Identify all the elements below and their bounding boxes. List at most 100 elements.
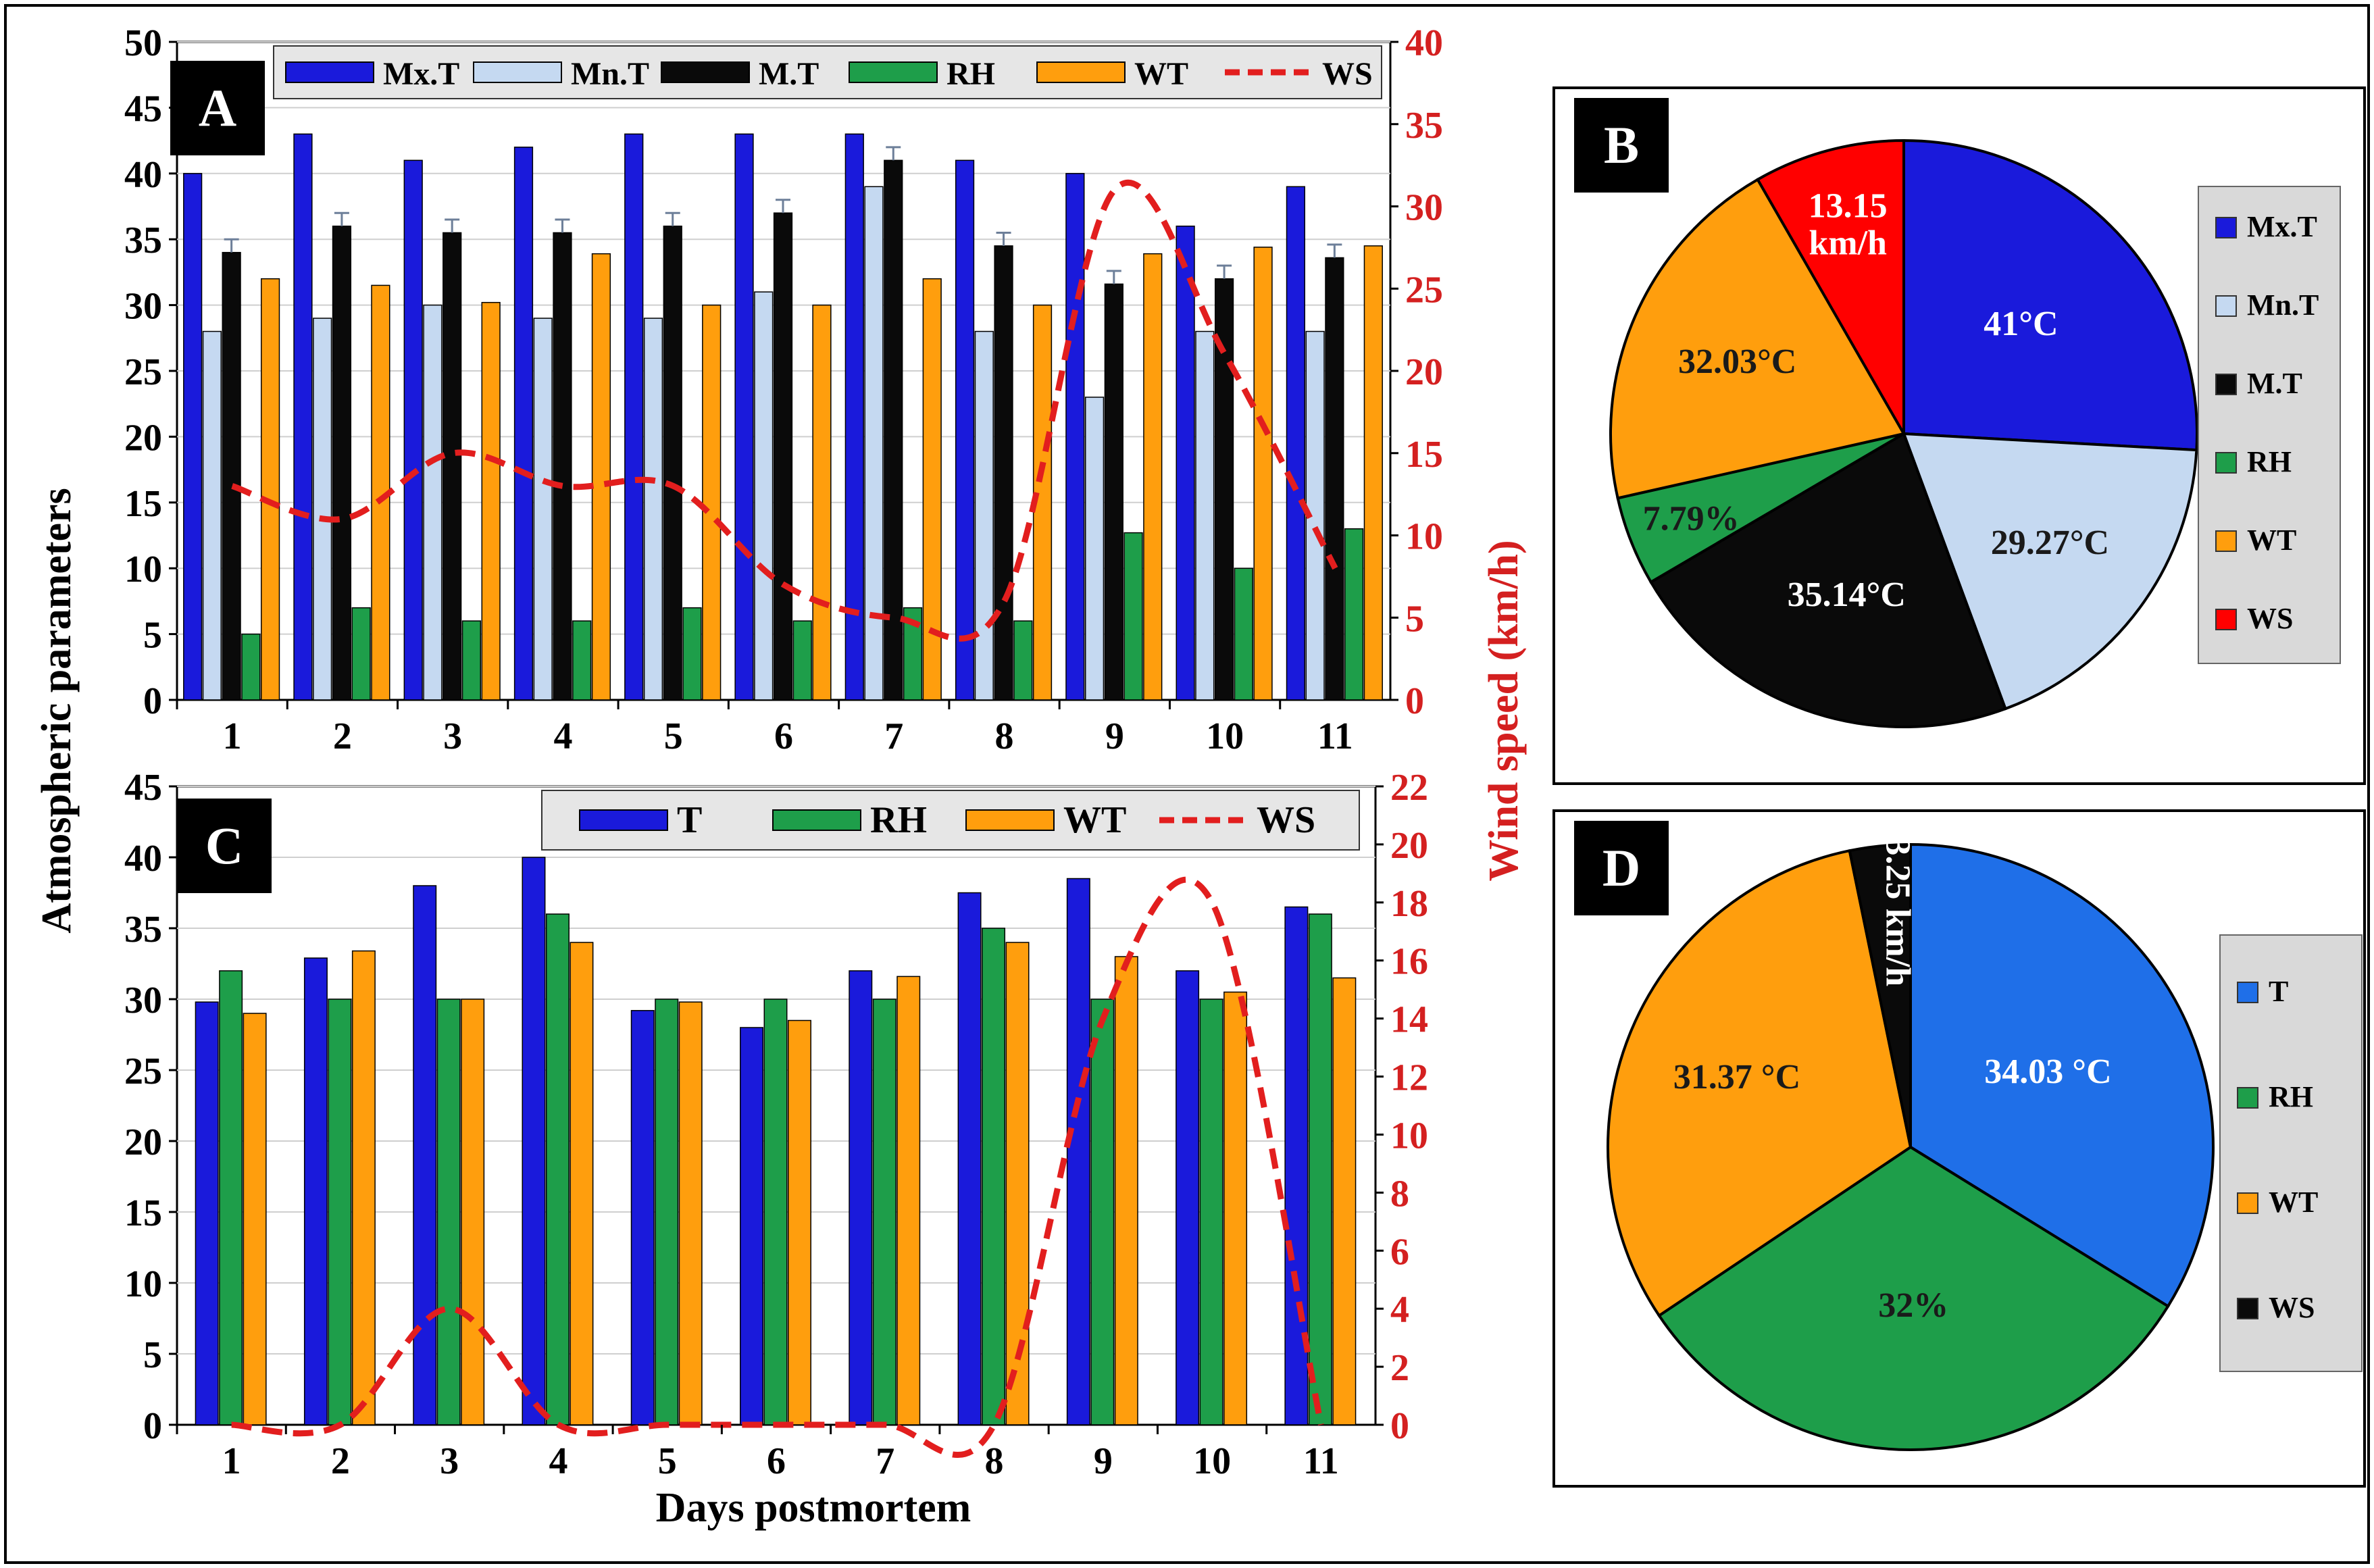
y2-tick-label: 35 (1405, 105, 1443, 147)
y-tick-label: 30 (124, 286, 162, 328)
bar-mxt-day-6 (734, 133, 754, 701)
bar-wt-day-9 (1114, 956, 1138, 1425)
y2-tick-label: 15 (1405, 434, 1443, 476)
y-tick-label: 5 (143, 1334, 162, 1376)
legend-swatch-mt (661, 61, 750, 83)
legend-swatch-rh (2215, 452, 2237, 474)
bar-mxt-day-2 (293, 133, 313, 701)
y2-tick-label: 0 (1405, 680, 1424, 722)
x-tick-label: 3 (443, 715, 462, 757)
x-tick-label: 11 (1317, 715, 1353, 757)
y-tick-label: 15 (124, 483, 162, 525)
y2-tick-label: 5 (1405, 598, 1424, 640)
legend-label: RH (946, 56, 995, 92)
y-tick-label: 35 (124, 220, 162, 261)
y2-tick-label: 18 (1390, 883, 1428, 925)
pie-slice-mnt (1902, 432, 2198, 711)
x-tick-label: 3 (440, 1440, 459, 1482)
bar-mt-day-1 (222, 251, 241, 701)
bar-t-day-5 (630, 1010, 655, 1425)
pie-slice-ws (1848, 842, 1912, 1148)
bar-wt-day-4 (591, 253, 611, 701)
bar-mxt-day-5 (624, 133, 644, 701)
y-tick-label: 25 (124, 351, 162, 393)
bar-mnt-day-6 (754, 291, 774, 701)
y-tick-label: 50 (124, 22, 162, 64)
x-tick-label: 2 (333, 715, 352, 757)
bar-mxt-day-8 (955, 159, 975, 701)
legend (541, 790, 1360, 851)
pie-value-label: 34.03 °C (1984, 1053, 2111, 1091)
legend-label: Mx.T (383, 56, 459, 92)
y2-tick-label: 8 (1390, 1173, 1409, 1215)
legend-swatch-wt (2215, 530, 2237, 552)
bar-rh-day-8 (982, 928, 1006, 1425)
legend-swatch-mxt (2215, 217, 2237, 238)
bar-rh-day-8 (1013, 620, 1033, 701)
bar-mt-day-8 (994, 245, 1013, 701)
panel-badge-c (177, 799, 272, 893)
bar-mnt-day-5 (643, 318, 663, 701)
bar-mxt-day-10 (1176, 225, 1195, 701)
y2-tick-label: 10 (1390, 1115, 1428, 1157)
x-tick-label: 5 (658, 1440, 677, 1482)
bar-wt-day-5 (678, 1001, 703, 1425)
pie-value-label: 13.15 km/h (1809, 187, 1888, 263)
bar-rh-day-10 (1234, 567, 1253, 701)
pie-value-label: 3.25 km/h (1879, 838, 1917, 987)
x-tick-label: 9 (1094, 1440, 1113, 1482)
pie-value-label: 7.79% (1643, 500, 1740, 538)
bar-mt-day-5 (663, 225, 682, 701)
bar-wt-day-5 (702, 304, 722, 701)
bar-wt-day-10 (1223, 991, 1248, 1425)
y-tick-label: 15 (124, 1192, 162, 1234)
bar-rh-day-4 (572, 620, 592, 701)
bar-rh-day-9 (1090, 998, 1115, 1425)
x-tick-label: 7 (884, 715, 903, 757)
pie-slice-mt (1648, 432, 2007, 728)
bar-rh-day-6 (792, 620, 812, 701)
bar-t-day-4 (522, 857, 546, 1425)
bar-wt-day-3 (461, 998, 485, 1425)
bar-mt-day-4 (553, 232, 572, 701)
x-tick-label: 5 (664, 715, 683, 757)
panel-badge-a (170, 61, 265, 155)
legend-label: WT (2247, 524, 2296, 557)
legend-swatch-rh (2237, 1087, 2258, 1109)
legend-label: RH (2247, 445, 2292, 478)
bar-rh-day-7 (872, 998, 896, 1425)
x-tick-label: 9 (1105, 715, 1124, 757)
bar-mnt-day-8 (974, 330, 994, 701)
bar-mnt-day-9 (1084, 397, 1105, 701)
y-tick-label: 40 (124, 838, 162, 880)
bar-mt-day-2 (332, 225, 352, 701)
bar-rh-day-3 (461, 620, 482, 701)
y-tick-label: 40 (124, 154, 162, 196)
bar-rh-day-5 (682, 607, 702, 701)
pie-legend (2198, 186, 2341, 664)
legend-swatch-mxt (285, 61, 374, 83)
bar-t-day-2 (303, 957, 328, 1425)
bar-t-day-8 (957, 892, 982, 1425)
bar-rh-day-1 (219, 970, 243, 1425)
bar-mt-day-3 (443, 232, 462, 701)
y2-tick-label: 10 (1405, 516, 1443, 558)
bar-mnt-day-1 (202, 330, 222, 701)
legend-swatch-wt (1036, 61, 1126, 83)
y2-tick-label: 25 (1405, 269, 1443, 311)
y2-tick-label: 30 (1405, 187, 1443, 229)
bar-mt-day-11 (1325, 257, 1344, 701)
pie-slice-ws (1755, 138, 1905, 439)
pie-value-label: 32% (1878, 1286, 1948, 1325)
legend-swatch-mnt (2215, 295, 2237, 317)
bar-wt-day-11 (1363, 245, 1383, 701)
pie-slice-wt (1607, 849, 1913, 1318)
legend-label: WT (1063, 799, 1126, 841)
y-tick-label: 0 (143, 1405, 162, 1447)
bar-mt-day-7 (884, 159, 903, 701)
pie-slice-wt (1609, 177, 1906, 500)
y2-tick-label: 2 (1390, 1347, 1409, 1389)
y-tick-label: 25 (124, 1051, 162, 1092)
y-tick-label: 45 (124, 88, 162, 130)
bar-rh-day-6 (763, 998, 788, 1425)
